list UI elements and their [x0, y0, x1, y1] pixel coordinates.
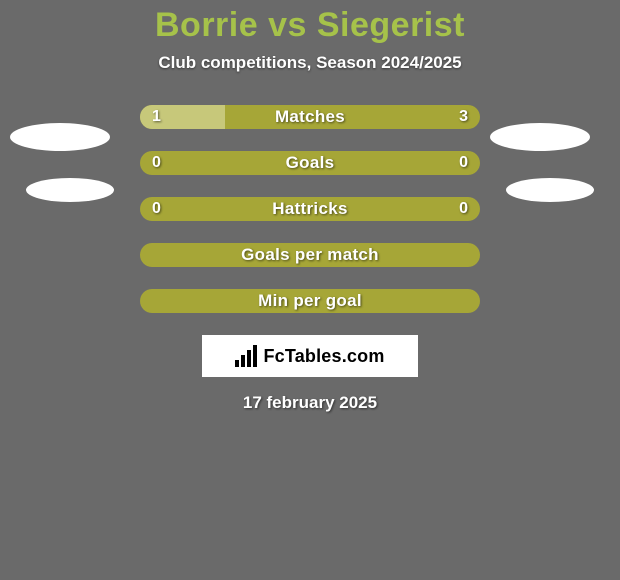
player-ellipse	[490, 123, 590, 151]
brand-badge: FcTables.com	[202, 335, 418, 377]
subtitle: Club competitions, Season 2024/2025	[0, 53, 620, 73]
stat-row: Min per goal	[140, 289, 480, 313]
stat-row: Hattricks0 0	[140, 197, 480, 221]
player-ellipse	[26, 178, 114, 202]
stat-row-label: Matches	[140, 107, 480, 127]
stat-row: Goals0 0	[140, 151, 480, 175]
player-ellipse	[10, 123, 110, 151]
stat-row-right-value: 0	[459, 200, 468, 218]
brand-chart-icon	[235, 345, 257, 367]
brand-text: FcTables.com	[263, 346, 384, 367]
stats-card: Borrie vs Siegerist Club competitions, S…	[0, 0, 620, 580]
stat-row-label: Goals per match	[140, 245, 480, 265]
stat-row-left-value: 0	[152, 154, 161, 172]
stat-row-left-value: 1	[152, 108, 161, 126]
stat-row-label: Goals	[140, 153, 480, 173]
stat-row-label: Min per goal	[140, 291, 480, 311]
player-ellipse	[506, 178, 594, 202]
stat-row: Matches1 3	[140, 105, 480, 129]
stat-row-right-value: 3	[459, 108, 468, 126]
stat-row-left-value: 0	[152, 200, 161, 218]
page-title: Borrie vs Siegerist	[0, 0, 620, 45]
stat-row-label: Hattricks	[140, 199, 480, 219]
stat-row: Goals per match	[140, 243, 480, 267]
date-text: 17 february 2025	[0, 393, 620, 413]
stat-row-right-value: 0	[459, 154, 468, 172]
